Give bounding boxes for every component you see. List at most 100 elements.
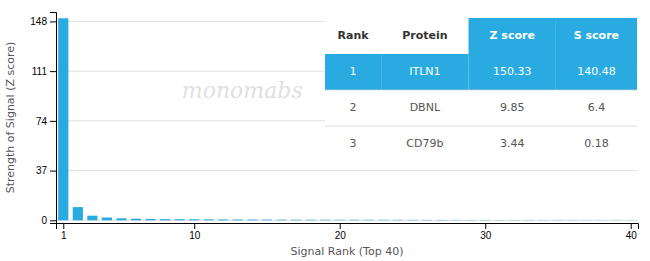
table-cell-bg (469, 90, 556, 126)
table-cell-bg (381, 126, 468, 162)
y-axis-label: Strength of Signal (Z score) (4, 42, 17, 194)
y-axis: 0 37 74 111 148 (30, 13, 56, 227)
bar (582, 220, 592, 221)
bar (509, 220, 519, 221)
bar (58, 18, 68, 220)
table-cell-bg (325, 126, 381, 162)
bar (349, 219, 359, 221)
tick-mark (50, 220, 56, 221)
x-axis: 1 10 20 30 40 (57, 223, 639, 241)
table-header: S score (574, 29, 619, 42)
table-cell-bg (325, 54, 381, 90)
tick-mark (340, 223, 341, 229)
tick: 20 (335, 223, 347, 241)
table-cell: 3.44 (500, 137, 525, 150)
bar (597, 220, 607, 221)
bar (524, 220, 534, 221)
bar (131, 219, 141, 221)
bar (102, 217, 112, 220)
bar (480, 220, 490, 221)
tick-label: 10 (189, 230, 201, 241)
tick-label: 74 (36, 116, 48, 127)
tick-label: 0 (41, 215, 47, 226)
bar (320, 219, 330, 221)
tick-mark (194, 223, 195, 229)
tick-label: 111 (32, 66, 48, 77)
table-cell: 140.48 (577, 65, 616, 78)
tick-label: 1 (61, 230, 67, 241)
table-header-cell (381, 18, 468, 54)
tick: 1 (61, 223, 67, 241)
table-cell-bg (469, 126, 556, 162)
bar (466, 220, 476, 221)
bar (276, 219, 286, 221)
tick: 148 (30, 16, 56, 27)
table-cell: 2 (350, 101, 357, 114)
tick-mark (50, 121, 56, 122)
bar (451, 219, 461, 220)
table-cell: 3 (350, 137, 357, 150)
bar (204, 219, 214, 220)
table-cell: CD79b (406, 137, 443, 150)
grid-line (56, 170, 638, 171)
axis-line (57, 224, 639, 230)
table-cell-bg (556, 54, 637, 90)
table-header-cell (556, 18, 637, 54)
bar (364, 219, 374, 220)
bar (335, 219, 345, 221)
bar (291, 219, 301, 221)
bar (306, 219, 316, 221)
bar (189, 219, 199, 220)
bar (175, 219, 185, 220)
table-header: Z score (490, 29, 535, 42)
bar (611, 220, 621, 221)
axis-line (50, 13, 57, 224)
table-cell-bg (381, 54, 468, 90)
table-cell-bg (469, 54, 556, 90)
table-header: Rank (338, 29, 370, 42)
bar (218, 219, 228, 221)
table-cell: DBNL (410, 101, 441, 114)
tick: 30 (480, 223, 492, 241)
tick-label: 148 (30, 16, 47, 27)
bar (553, 220, 563, 221)
bar (422, 219, 432, 220)
table-cell: ITLN1 (409, 65, 440, 78)
table-cell-bg (381, 90, 468, 126)
bar (116, 218, 126, 220)
table-header-cell (325, 18, 381, 54)
bar (262, 219, 272, 221)
table-cell: 9.85 (500, 101, 525, 114)
bar (538, 220, 548, 221)
watermark: monomabs (182, 78, 303, 103)
bar (436, 219, 446, 220)
table-header: Protein (402, 29, 447, 42)
tick-label: 40 (626, 230, 638, 241)
tick-label: 37 (36, 165, 48, 176)
bar (393, 219, 403, 220)
table-header-cell (469, 18, 556, 54)
chart: monomabs11020304003774111148Signal Rank … (0, 0, 650, 261)
tick-label: 30 (480, 230, 492, 241)
tick-mark (50, 21, 56, 22)
table-cell: 6.4 (588, 101, 606, 114)
tick-label: 20 (335, 230, 347, 241)
bar (73, 207, 83, 220)
plot: monomabs 1 10 20 30 40 0 37 74 111 148 (30, 13, 638, 242)
table: RankProteinZ scoreS score1ITLN1150.33140… (325, 18, 637, 162)
table-cell: 1 (350, 65, 357, 78)
tick-mark (631, 223, 632, 229)
bar (495, 220, 505, 221)
tick-mark (63, 223, 64, 229)
tick-mark (50, 71, 56, 72)
table-cell: 0.18 (584, 137, 609, 150)
bar (160, 219, 170, 220)
tick: 74 (36, 116, 56, 127)
bar (247, 219, 257, 221)
bar (407, 219, 417, 220)
bar (87, 216, 97, 221)
table-cell-bg (556, 90, 637, 126)
tick-mark (485, 223, 486, 229)
bar (378, 219, 388, 220)
bar (233, 219, 243, 221)
